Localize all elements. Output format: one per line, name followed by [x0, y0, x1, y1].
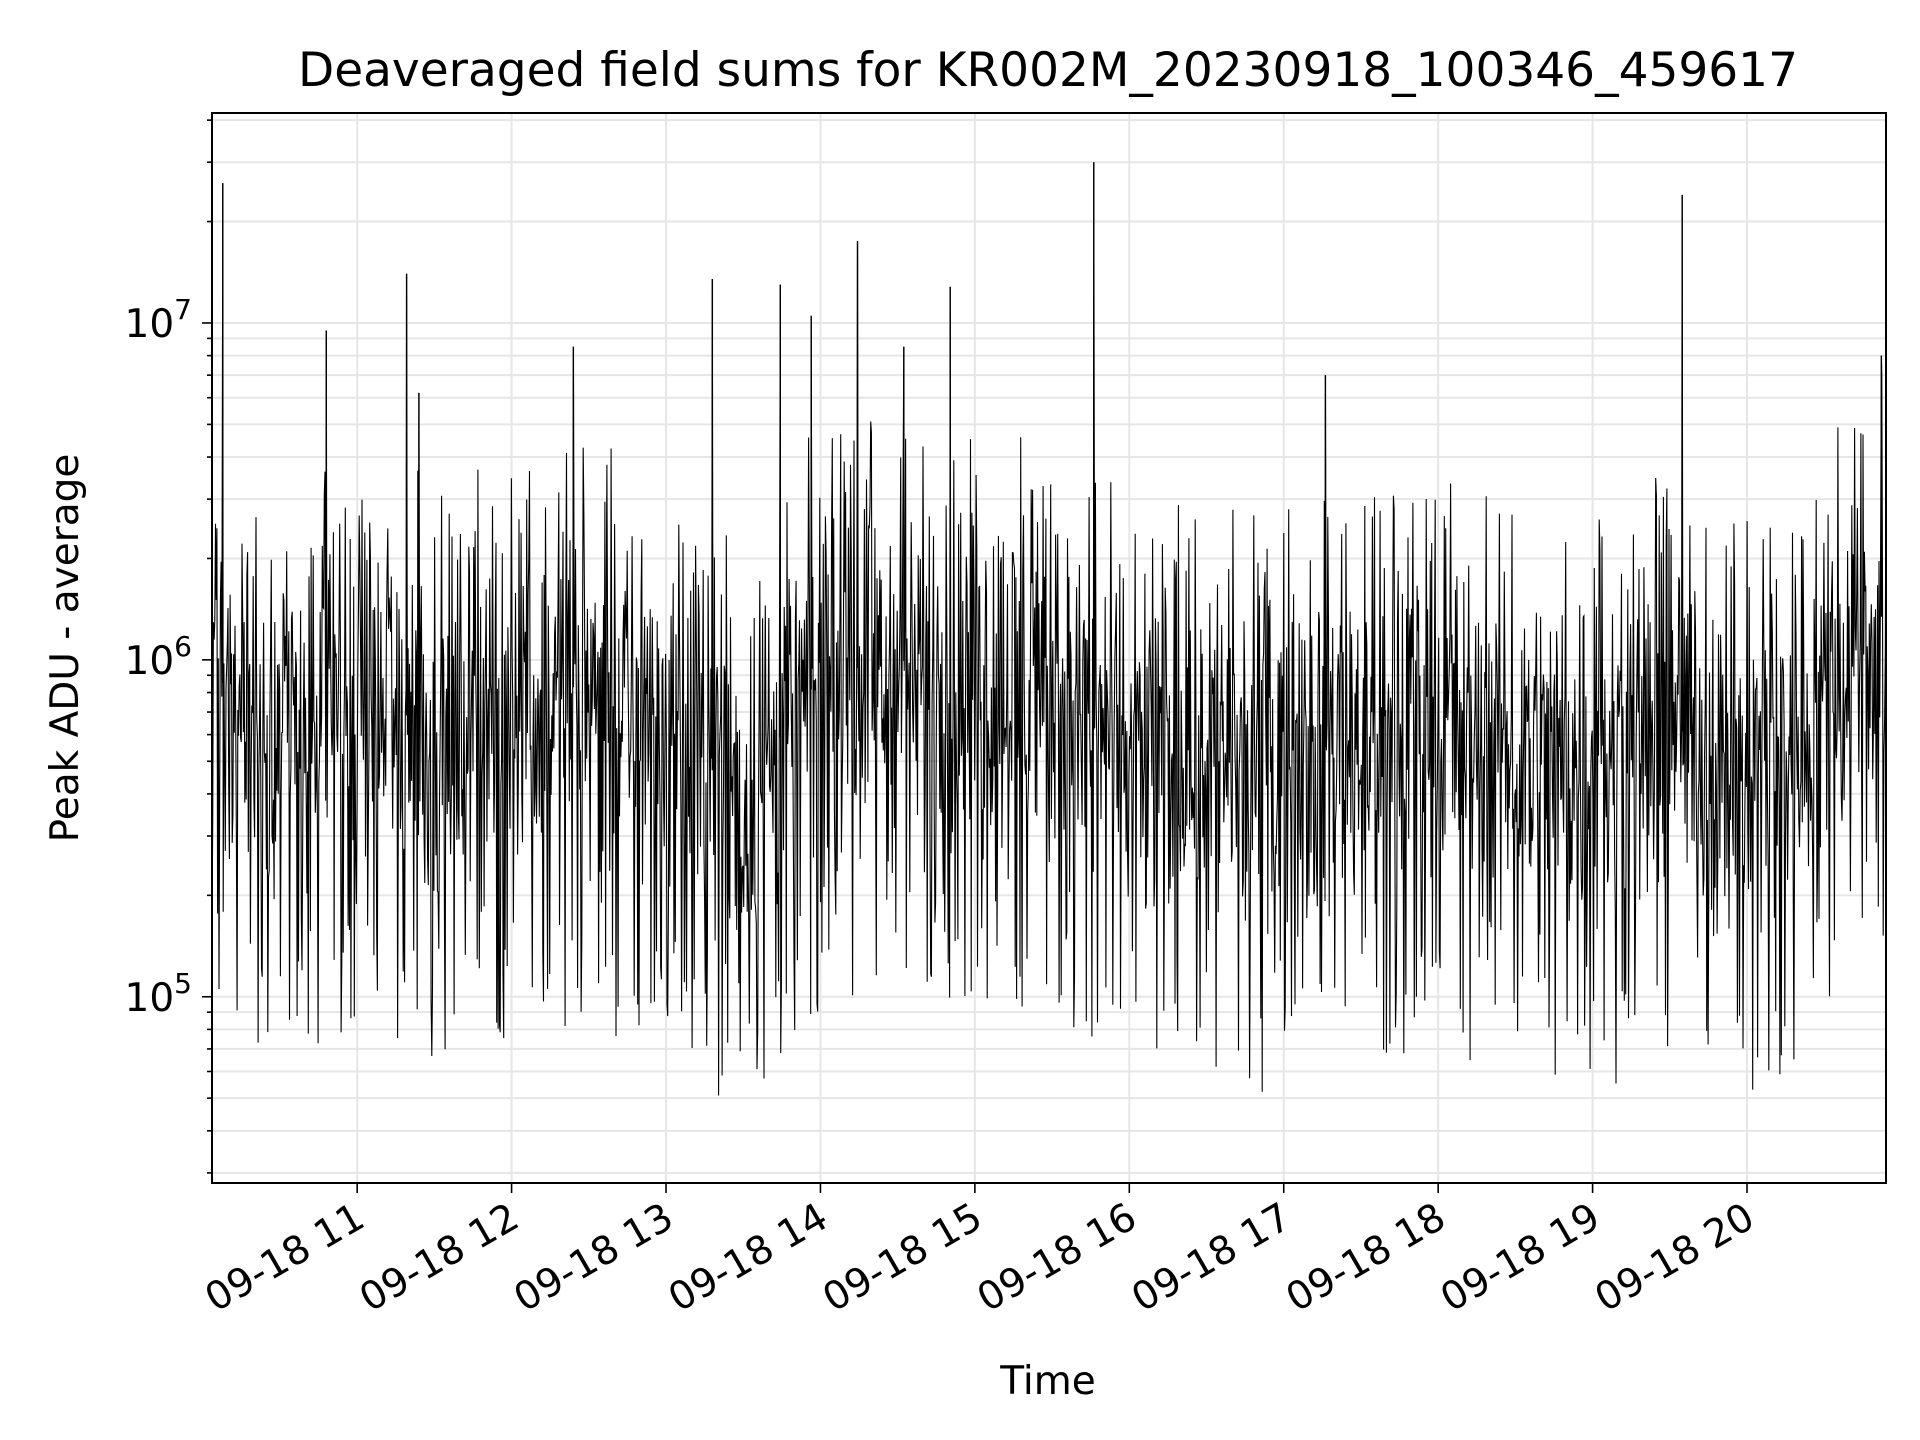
chart-title: Deaveraged field sums for KR002M_2023091…	[298, 43, 1798, 98]
y-tick-base: 10	[125, 976, 175, 1021]
y-tick-label: 107	[125, 293, 192, 347]
y-tick-label: 106	[125, 630, 192, 684]
data-series	[212, 162, 1886, 1096]
y-tick-exponent: 5	[174, 967, 192, 1000]
series-line	[212, 162, 1886, 1096]
y-tick-base: 10	[125, 639, 175, 684]
y-tick-label: 105	[125, 967, 192, 1021]
y-axis-label: Peak ADU - average	[43, 454, 88, 843]
y-tick-exponent: 6	[174, 630, 192, 663]
plot-frame	[211, 112, 1887, 1184]
y-tick-exponent: 7	[174, 293, 192, 326]
x-axis-label: Time	[999, 1359, 1095, 1404]
y-tick-base: 10	[125, 302, 175, 347]
